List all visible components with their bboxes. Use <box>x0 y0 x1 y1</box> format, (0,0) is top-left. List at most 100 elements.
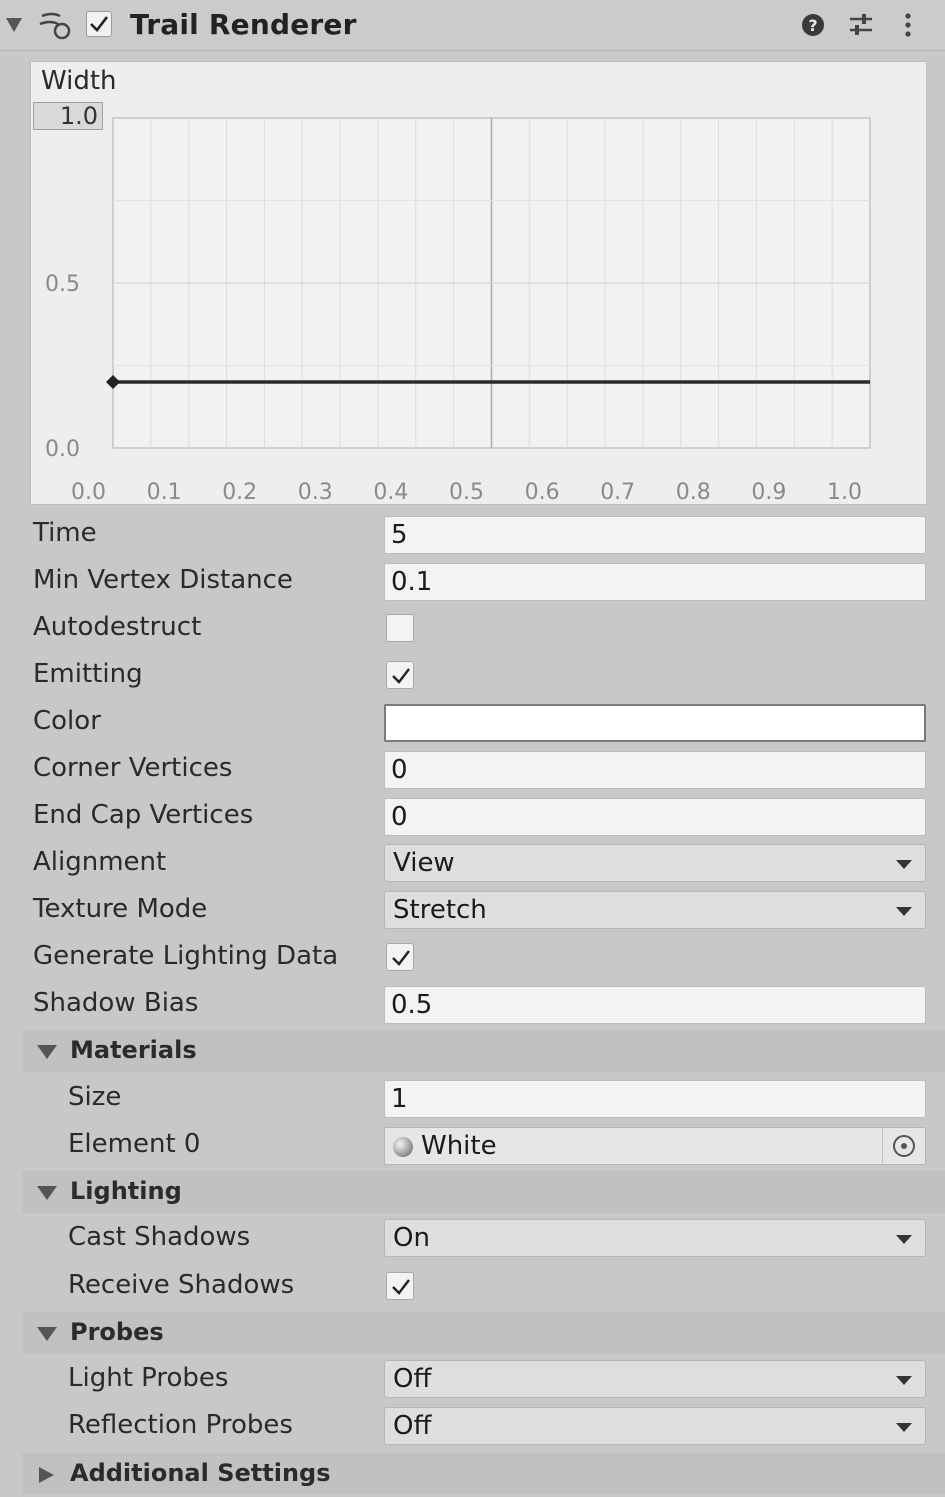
lighting-section-header[interactable]: Lighting <box>22 1171 945 1213</box>
materials-title: Materials <box>70 1036 197 1064</box>
light-probes-label: Light Probes <box>68 1363 229 1393</box>
check-icon <box>392 950 410 966</box>
x-tick-label: 0.9 <box>751 480 786 505</box>
chevron-down-icon <box>896 860 912 869</box>
x-tick-label: 0.3 <box>298 480 333 505</box>
component-enabled-checkbox[interactable] <box>86 11 112 37</box>
fold-arrow-collapsed-icon <box>39 1467 54 1483</box>
receive-shadows-label: Receive Shadows <box>68 1270 295 1300</box>
corner-vertices-label: Corner Vertices <box>33 753 233 783</box>
fold-arrow-icon[interactable] <box>4 12 24 36</box>
min-vertex-distance-field[interactable]: 0.1 <box>384 563 926 601</box>
alignment-label: Alignment <box>33 847 167 877</box>
width-curve-graph[interactable]: 0.5 0.0 0.0 0.1 0.2 0.3 0.4 0.5 0.6 0.7 0.8 0.9 1.0 <box>31 62 928 506</box>
x-tick-label: 0.1 <box>147 480 182 505</box>
row-materials-size: Size 1 <box>0 1076 945 1123</box>
shadow-bias-label: Shadow Bias <box>33 988 199 1018</box>
additional-settings-title: Additional Settings <box>70 1459 331 1487</box>
row-time: Time 5 <box>0 512 945 559</box>
cast-shadows-dropdown[interactable]: On <box>384 1219 926 1257</box>
cast-shadows-label: Cast Shadows <box>68 1222 251 1252</box>
color-field[interactable] <box>384 704 926 742</box>
row-receive-shadows: Receive Shadows <box>0 1264 945 1311</box>
color-label: Color <box>33 706 101 736</box>
row-element-0: Element 0 White <box>0 1123 945 1170</box>
end-cap-vertices-field[interactable]: 0 <box>384 798 926 836</box>
y-tick-label: 0.0 <box>45 437 80 462</box>
more-icon[interactable] <box>893 10 923 40</box>
end-cap-vertices-label: End Cap Vertices <box>33 800 254 830</box>
reflection-probes-value: Off <box>393 1411 432 1441</box>
autodestruct-checkbox[interactable] <box>386 614 414 642</box>
light-probes-value: Off <box>393 1364 432 1394</box>
row-alignment: Alignment View <box>0 841 945 888</box>
chevron-down-icon <box>896 1235 912 1244</box>
curve-max-value-field[interactable]: 1.0 <box>33 102 103 130</box>
element-0-label: Element 0 <box>68 1129 201 1159</box>
time-field[interactable]: 5 <box>384 516 926 554</box>
row-generate-lighting-data: Generate Lighting Data <box>0 935 945 982</box>
receive-shadows-checkbox[interactable] <box>386 1272 414 1300</box>
time-label: Time <box>33 518 97 548</box>
check-icon <box>392 668 410 684</box>
help-icon[interactable]: ? <box>798 10 828 40</box>
row-reflection-probes: Reflection Probes Off <box>0 1404 945 1451</box>
min-vertex-distance-label: Min Vertex Distance <box>33 565 293 595</box>
shadow-bias-field[interactable]: 0.5 <box>384 986 926 1024</box>
reflection-probes-dropdown[interactable]: Off <box>384 1407 926 1445</box>
light-probes-dropdown[interactable]: Off <box>384 1360 926 1398</box>
width-curve-editor[interactable]: 0.5 0.0 0.0 0.1 0.2 0.3 0.4 0.5 0.6 0.7 0.8 0.9 1.0 … <box>30 61 927 505</box>
x-tick-label: 0.6 <box>525 480 560 505</box>
emitting-checkbox[interactable] <box>386 661 414 689</box>
check-icon <box>392 1279 410 1295</box>
alignment-dropdown[interactable]: View <box>384 844 926 882</box>
x-tick-label: 0.4 <box>373 480 408 505</box>
check-icon <box>90 16 109 32</box>
row-emitting: Emitting <box>0 653 945 700</box>
materials-size-field[interactable]: 1 <box>384 1080 926 1118</box>
x-tick-label: 1.0 <box>827 480 862 505</box>
fold-arrow-icon <box>37 1327 57 1341</box>
additional-settings-section-header[interactable]: Additional Settings <box>22 1453 945 1495</box>
autodestruct-label: Autodestruct <box>33 612 202 642</box>
generate-lighting-data-checkbox[interactable] <box>386 943 414 971</box>
fold-arrow-icon <box>37 1045 57 1059</box>
svg-text:?: ? <box>808 16 817 35</box>
curve-title: Width <box>41 66 117 96</box>
row-color: Color <box>0 700 945 747</box>
x-tick-label: 0.8 <box>676 480 711 505</box>
alignment-value: View <box>393 848 455 878</box>
reflection-probes-label: Reflection Probes <box>68 1410 293 1440</box>
row-end-cap-vertices: End Cap Vertices 0 <box>0 794 945 841</box>
element-0-value: White <box>421 1131 497 1161</box>
x-tick-label: 0.7 <box>600 480 635 505</box>
generate-lighting-data-label: Generate Lighting Data <box>33 941 339 971</box>
element-0-object-field[interactable]: White <box>384 1127 926 1165</box>
x-tick-label: 0.5 <box>449 480 484 505</box>
row-light-probes: Light Probes Off <box>0 1357 945 1404</box>
component-title: Trail Renderer <box>130 8 357 41</box>
fold-arrow-icon <box>37 1186 57 1200</box>
presets-icon[interactable] <box>846 10 876 40</box>
x-tick-label: 0.2 <box>222 480 257 505</box>
object-picker-button[interactable] <box>882 1128 925 1164</box>
row-autodestruct: Autodestruct <box>0 606 945 653</box>
material-sphere-icon <box>393 1137 413 1157</box>
emitting-label: Emitting <box>33 659 143 689</box>
lighting-title: Lighting <box>70 1177 182 1205</box>
texture-mode-value: Stretch <box>393 895 487 925</box>
trail-renderer-icon <box>39 12 71 40</box>
curve-key-handle[interactable] <box>106 375 120 389</box>
materials-size-label: Size <box>68 1082 122 1112</box>
y-tick-label: 0.5 <box>45 272 80 297</box>
row-corner-vertices: Corner Vertices 0 <box>0 747 945 794</box>
chevron-down-icon <box>896 907 912 916</box>
x-tick-label: 0.0 <box>71 480 106 505</box>
probes-section-header[interactable]: Probes <box>22 1312 945 1354</box>
corner-vertices-field[interactable]: 0 <box>384 751 926 789</box>
materials-section-header[interactable]: Materials <box>22 1030 945 1072</box>
texture-mode-label: Texture Mode <box>33 894 208 924</box>
component-header[interactable]: Trail Renderer ? <box>0 0 945 51</box>
texture-mode-dropdown[interactable]: Stretch <box>384 891 926 929</box>
